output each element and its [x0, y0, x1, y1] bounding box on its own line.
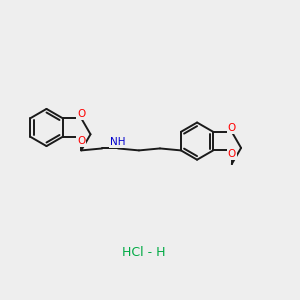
Text: O: O: [228, 123, 236, 133]
Text: NH: NH: [110, 137, 126, 147]
Text: O: O: [77, 136, 85, 146]
Text: O: O: [228, 149, 236, 159]
Text: HCl - H: HCl - H: [122, 245, 166, 259]
Text: O: O: [77, 109, 85, 119]
